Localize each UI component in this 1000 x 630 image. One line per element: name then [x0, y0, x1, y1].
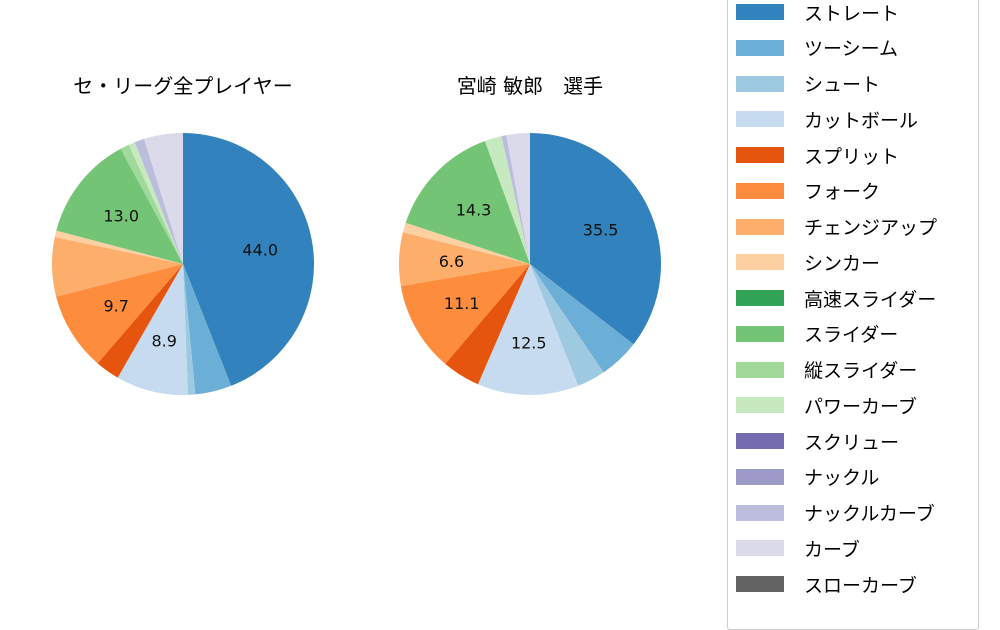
- legend-item: スプリット: [736, 145, 899, 168]
- legend-label: スローカーブ: [804, 574, 917, 597]
- legend-item: シュート: [736, 74, 880, 96]
- pie-slice: [183, 264, 232, 395]
- pie-slice: [54, 230, 183, 264]
- legend-label: ストレート: [804, 2, 900, 25]
- legend-item: ストレート: [736, 2, 899, 25]
- slice-value-label: 8.9: [151, 331, 176, 350]
- pie-slice: [120, 144, 183, 264]
- pie-slice: [484, 136, 530, 264]
- legend-item: スライダー: [736, 324, 898, 346]
- legend-label: チェンジアップ: [804, 217, 938, 239]
- pie-slice: [56, 148, 184, 264]
- pie-league: 44.0 8.9 9.7 13.0: [51, 133, 314, 395]
- legend-label: ツーシーム: [804, 38, 899, 61]
- legend-label: ナックルカーブ: [804, 503, 935, 525]
- legend-item: チェンジアップ: [736, 217, 937, 239]
- pie-slice: [183, 133, 314, 386]
- legend-swatch: [736, 504, 784, 521]
- slice-value-label: 35.5: [583, 220, 619, 239]
- legend-item: カーブ: [736, 538, 860, 561]
- legend-label: スクリュー: [804, 431, 900, 454]
- legend: ストレートツーシームシュートカットボール スプリットフォークチェンジアップ シンカー…: [727, 0, 979, 630]
- pie-slice: [405, 141, 530, 264]
- pie-slice: [530, 264, 604, 386]
- chart-title-player: 宮崎 敏郎 選手: [456, 74, 604, 98]
- legend-swatch: [736, 111, 784, 128]
- pie-slice: [530, 264, 634, 373]
- legend-swatch: [736, 361, 784, 378]
- pie-charts: 44.0 8.9 9.7 13.0 35.5 12.5 11.1 6.6 14.3: [51, 133, 661, 395]
- legend-item: ナックル: [736, 467, 879, 489]
- legend-swatch: [736, 4, 784, 20]
- slice-value-label: 44.0: [242, 240, 278, 259]
- slice-value-label: 11.1: [444, 294, 480, 313]
- legend-swatch: [736, 254, 784, 271]
- pie-slice: [501, 135, 530, 264]
- legend-label: カットボール: [804, 109, 919, 132]
- pie-player: 35.5 12.5 11.1 6.6 14.3: [399, 133, 661, 395]
- legend-item: 高速スライダー: [736, 288, 936, 311]
- legend-label: スライダー: [804, 324, 899, 347]
- legend-label: カーブ: [804, 538, 860, 561]
- pie-slice: [402, 222, 530, 264]
- pie-slice: [97, 264, 183, 378]
- legend-item: 縦スライダー: [736, 360, 917, 382]
- legend-swatch: [736, 39, 784, 56]
- pie-slice: [117, 264, 188, 395]
- chart-title-league: セ・リーグ全プレイヤー: [73, 74, 293, 98]
- legend-label: フォーク: [804, 181, 881, 204]
- legend-swatch: [736, 290, 784, 306]
- pie-slice: [399, 232, 530, 287]
- pie-slice: [134, 138, 183, 264]
- pie-slice: [477, 264, 579, 395]
- legend-label: 縦スライダー: [804, 360, 918, 382]
- pie-slice: [400, 264, 530, 364]
- pie-slice: [51, 237, 184, 297]
- pie-slice: [183, 264, 196, 395]
- slice-value-label: 9.7: [104, 296, 129, 315]
- legend-swatch: [736, 397, 784, 414]
- legend-item: カットボール: [736, 109, 918, 132]
- slice-value-label: 13.0: [103, 206, 139, 225]
- legend-item: ツーシーム: [736, 38, 898, 60]
- legend-item: パワーカーブ: [736, 395, 917, 418]
- legend-item: シンカー: [736, 252, 880, 275]
- legend-item: スローカーブ: [736, 574, 917, 597]
- legend-label: シンカー: [804, 252, 881, 275]
- legend-label: パワーカーブ: [804, 395, 917, 418]
- legend-swatch: [736, 576, 784, 592]
- pie-slice: [530, 133, 661, 345]
- legend-swatch: [736, 433, 784, 449]
- legend-swatch: [736, 218, 784, 235]
- pie-slice: [506, 133, 530, 264]
- pie-slice: [56, 264, 184, 364]
- pie-slice: [128, 142, 183, 264]
- legend-item: フォーク: [736, 181, 880, 203]
- legend-swatch: [736, 325, 784, 342]
- legend-swatch: [736, 147, 784, 163]
- legend-label: シュート: [804, 74, 881, 96]
- slice-value-label: 6.6: [439, 252, 464, 271]
- pie-slice: [144, 133, 183, 264]
- legend-label: スプリット: [804, 145, 900, 168]
- legend-item: スクリュー: [736, 431, 899, 454]
- legend-label: 高速スライダー: [804, 288, 937, 311]
- legend-swatch: [736, 468, 784, 485]
- slice-value-label: 12.5: [511, 334, 547, 353]
- slice-value-label: 14.3: [456, 200, 492, 219]
- legend-swatch: [736, 75, 784, 92]
- legend-label: ナックル: [804, 467, 880, 490]
- pie-slice: [445, 264, 530, 385]
- legend-swatch: [736, 182, 784, 199]
- legend-item: ナックルカーブ: [736, 503, 935, 525]
- legend-swatch: [736, 540, 784, 557]
